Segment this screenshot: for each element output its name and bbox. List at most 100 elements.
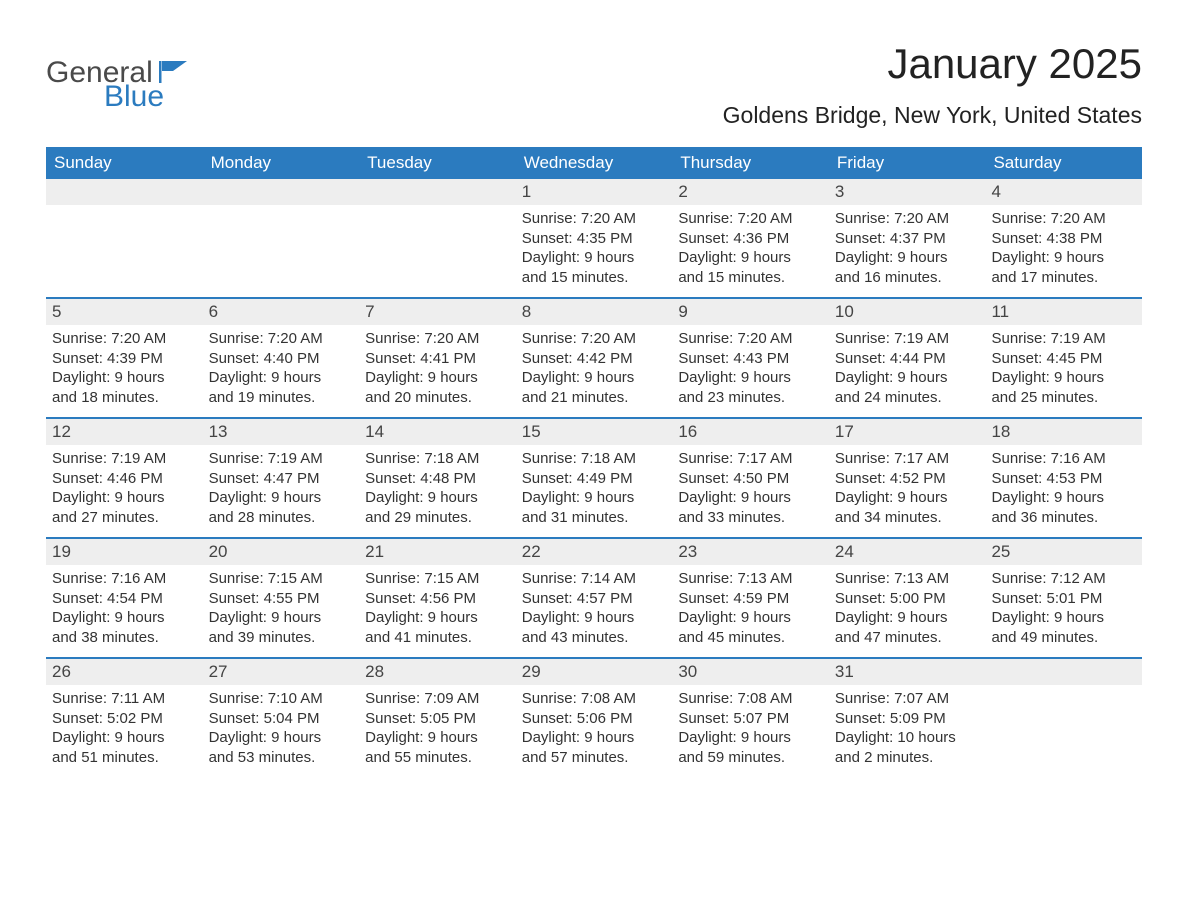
day-daylight1: Daylight: 9 hours bbox=[835, 608, 980, 628]
day-number: 10 bbox=[829, 299, 986, 325]
day-sunset: Sunset: 5:00 PM bbox=[835, 589, 980, 609]
day-body: Sunrise: 7:20 AMSunset: 4:38 PMDaylight:… bbox=[985, 205, 1142, 287]
day-body: Sunrise: 7:11 AMSunset: 5:02 PMDaylight:… bbox=[46, 685, 203, 767]
logo-text-block: General Blue bbox=[46, 58, 189, 112]
day-daylight2: and 39 minutes. bbox=[209, 628, 354, 648]
day-daylight2: and 57 minutes. bbox=[522, 748, 667, 768]
day-body: Sunrise: 7:08 AMSunset: 5:07 PMDaylight:… bbox=[672, 685, 829, 767]
day-daylight2: and 29 minutes. bbox=[365, 508, 510, 528]
day-sunset: Sunset: 4:56 PM bbox=[365, 589, 510, 609]
day-sunrise: Sunrise: 7:19 AM bbox=[52, 449, 197, 469]
day-body: Sunrise: 7:18 AMSunset: 4:49 PMDaylight:… bbox=[516, 445, 673, 527]
day-number-empty bbox=[203, 179, 360, 205]
day-sunset: Sunset: 4:59 PM bbox=[678, 589, 823, 609]
day-daylight2: and 24 minutes. bbox=[835, 388, 980, 408]
day-number: 6 bbox=[203, 299, 360, 325]
day-daylight1: Daylight: 9 hours bbox=[52, 728, 197, 748]
day-daylight1: Daylight: 9 hours bbox=[522, 248, 667, 268]
day-sunrise: Sunrise: 7:14 AM bbox=[522, 569, 667, 589]
day-sunrise: Sunrise: 7:17 AM bbox=[678, 449, 823, 469]
day-sunrise: Sunrise: 7:20 AM bbox=[678, 209, 823, 229]
day-cell bbox=[359, 179, 516, 297]
day-number: 26 bbox=[46, 659, 203, 685]
day-daylight2: and 53 minutes. bbox=[209, 748, 354, 768]
day-number: 28 bbox=[359, 659, 516, 685]
day-daylight1: Daylight: 9 hours bbox=[835, 368, 980, 388]
day-cell: 3Sunrise: 7:20 AMSunset: 4:37 PMDaylight… bbox=[829, 179, 986, 297]
day-sunset: Sunset: 4:35 PM bbox=[522, 229, 667, 249]
day-sunrise: Sunrise: 7:16 AM bbox=[991, 449, 1136, 469]
page-header: General Blue January 2025 Goldens Bridge… bbox=[46, 40, 1142, 129]
day-daylight2: and 55 minutes. bbox=[365, 748, 510, 768]
day-cell: 9Sunrise: 7:20 AMSunset: 4:43 PMDaylight… bbox=[672, 299, 829, 417]
day-daylight1: Daylight: 9 hours bbox=[522, 488, 667, 508]
day-sunset: Sunset: 4:46 PM bbox=[52, 469, 197, 489]
day-body bbox=[203, 205, 360, 285]
day-sunset: Sunset: 5:04 PM bbox=[209, 709, 354, 729]
day-cell: 27Sunrise: 7:10 AMSunset: 5:04 PMDayligh… bbox=[203, 659, 360, 777]
day-sunset: Sunset: 4:50 PM bbox=[678, 469, 823, 489]
day-cell: 30Sunrise: 7:08 AMSunset: 5:07 PMDayligh… bbox=[672, 659, 829, 777]
day-sunset: Sunset: 5:06 PM bbox=[522, 709, 667, 729]
day-body bbox=[46, 205, 203, 285]
week-row: 19Sunrise: 7:16 AMSunset: 4:54 PMDayligh… bbox=[46, 537, 1142, 657]
day-sunset: Sunset: 4:52 PM bbox=[835, 469, 980, 489]
weekday-header: Friday bbox=[829, 147, 986, 179]
day-sunrise: Sunrise: 7:07 AM bbox=[835, 689, 980, 709]
day-cell: 10Sunrise: 7:19 AMSunset: 4:44 PMDayligh… bbox=[829, 299, 986, 417]
day-body: Sunrise: 7:18 AMSunset: 4:48 PMDaylight:… bbox=[359, 445, 516, 527]
title-block: January 2025 Goldens Bridge, New York, U… bbox=[723, 40, 1142, 129]
day-number: 13 bbox=[203, 419, 360, 445]
day-body: Sunrise: 7:08 AMSunset: 5:06 PMDaylight:… bbox=[516, 685, 673, 767]
day-sunrise: Sunrise: 7:20 AM bbox=[52, 329, 197, 349]
day-cell bbox=[985, 659, 1142, 777]
day-number: 29 bbox=[516, 659, 673, 685]
day-daylight1: Daylight: 9 hours bbox=[678, 488, 823, 508]
week-row: 26Sunrise: 7:11 AMSunset: 5:02 PMDayligh… bbox=[46, 657, 1142, 777]
day-daylight2: and 41 minutes. bbox=[365, 628, 510, 648]
day-sunset: Sunset: 4:54 PM bbox=[52, 589, 197, 609]
day-daylight2: and 19 minutes. bbox=[209, 388, 354, 408]
day-sunrise: Sunrise: 7:11 AM bbox=[52, 689, 197, 709]
day-daylight2: and 21 minutes. bbox=[522, 388, 667, 408]
day-number: 12 bbox=[46, 419, 203, 445]
day-cell: 31Sunrise: 7:07 AMSunset: 5:09 PMDayligh… bbox=[829, 659, 986, 777]
day-body: Sunrise: 7:10 AMSunset: 5:04 PMDaylight:… bbox=[203, 685, 360, 767]
day-sunset: Sunset: 4:36 PM bbox=[678, 229, 823, 249]
day-cell: 2Sunrise: 7:20 AMSunset: 4:36 PMDaylight… bbox=[672, 179, 829, 297]
day-number: 3 bbox=[829, 179, 986, 205]
day-number: 21 bbox=[359, 539, 516, 565]
day-sunrise: Sunrise: 7:15 AM bbox=[209, 569, 354, 589]
day-cell bbox=[203, 179, 360, 297]
day-daylight1: Daylight: 9 hours bbox=[209, 728, 354, 748]
day-number-empty bbox=[46, 179, 203, 205]
day-daylight2: and 15 minutes. bbox=[678, 268, 823, 288]
day-number-empty bbox=[359, 179, 516, 205]
day-cell: 16 Sunrise: 7:17 AMSunset: 4:50 PMDayligh… bbox=[672, 419, 829, 537]
weekday-header: Sunday bbox=[46, 147, 203, 179]
day-daylight2: and 23 minutes. bbox=[678, 388, 823, 408]
day-daylight1: Daylight: 9 hours bbox=[991, 488, 1136, 508]
day-cell: 25Sunrise: 7:12 AMSunset: 5:01 PMDayligh… bbox=[985, 539, 1142, 657]
day-sunrise: Sunrise: 7:16 AM bbox=[52, 569, 197, 589]
day-daylight1: Daylight: 9 hours bbox=[52, 368, 197, 388]
day-daylight2: and 43 minutes. bbox=[522, 628, 667, 648]
weekday-header: Saturday bbox=[985, 147, 1142, 179]
day-number: 16 bbox=[672, 419, 829, 445]
day-number: 7 bbox=[359, 299, 516, 325]
day-sunrise: Sunrise: 7:20 AM bbox=[991, 209, 1136, 229]
day-sunset: Sunset: 4:41 PM bbox=[365, 349, 510, 369]
day-sunset: Sunset: 4:49 PM bbox=[522, 469, 667, 489]
day-body: Sunrise: 7:19 AMSunset: 4:46 PMDaylight:… bbox=[46, 445, 203, 527]
day-body: Sunrise: 7:19 AMSunset: 4:47 PMDaylight:… bbox=[203, 445, 360, 527]
day-daylight1: Daylight: 9 hours bbox=[209, 488, 354, 508]
day-daylight2: and 2 minutes. bbox=[835, 748, 980, 768]
day-daylight1: Daylight: 9 hours bbox=[678, 368, 823, 388]
day-number: 15 bbox=[516, 419, 673, 445]
day-daylight2: and 28 minutes. bbox=[209, 508, 354, 528]
day-sunrise: Sunrise: 7:08 AM bbox=[678, 689, 823, 709]
day-daylight2: and 15 minutes. bbox=[522, 268, 667, 288]
day-body: Sunrise: 7:15 AMSunset: 4:55 PMDaylight:… bbox=[203, 565, 360, 647]
day-cell: 7Sunrise: 7:20 AMSunset: 4:41 PMDaylight… bbox=[359, 299, 516, 417]
day-sunset: Sunset: 4:37 PM bbox=[835, 229, 980, 249]
